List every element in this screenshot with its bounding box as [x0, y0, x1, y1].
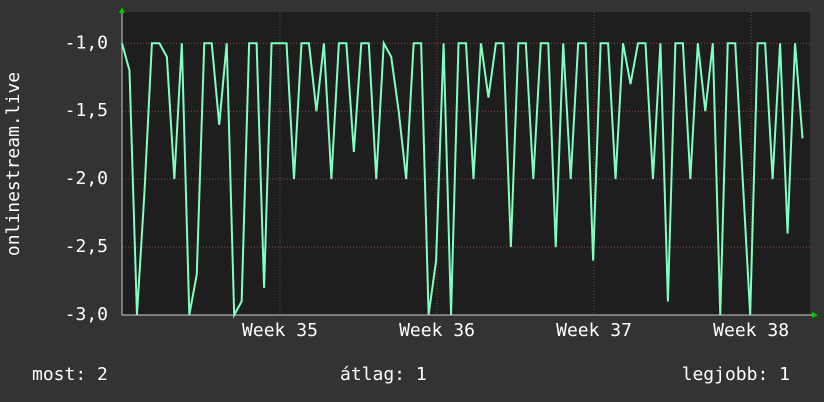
y-tick-label: -1,5 — [65, 100, 108, 121]
footer-best: legjobb: 1 — [682, 364, 790, 385]
y-axis-label: onlinestream.live — [3, 72, 24, 256]
x-tick-label: Week 37 — [556, 320, 632, 341]
footer-average: átlag: 1 — [340, 364, 427, 385]
axis-arrow — [119, 7, 125, 13]
y-tick-label: -2,5 — [65, 236, 108, 257]
y-tick-label: -3,0 — [65, 304, 108, 325]
y-tick-label: -1,0 — [65, 32, 108, 53]
x-tick-label: Week 35 — [242, 320, 318, 341]
data-line — [121, 39, 804, 319]
x-tick-label: Week 36 — [399, 320, 475, 341]
axis-arrow — [812, 312, 818, 318]
plot-area — [122, 12, 810, 315]
y-tick-label: -2,0 — [65, 168, 108, 189]
footer-current: most: 2 — [32, 364, 108, 385]
x-tick-label: Week 38 — [713, 320, 789, 341]
